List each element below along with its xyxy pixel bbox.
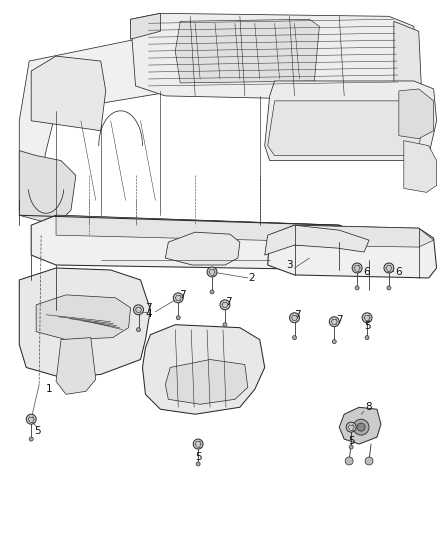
Text: 2: 2 (248, 273, 255, 283)
Circle shape (329, 317, 339, 327)
Text: 6: 6 (396, 267, 402, 277)
Polygon shape (265, 81, 437, 160)
Circle shape (355, 286, 359, 290)
Polygon shape (175, 19, 319, 83)
Circle shape (223, 322, 227, 327)
Text: 6: 6 (364, 267, 371, 277)
Circle shape (293, 336, 297, 340)
Polygon shape (19, 151, 76, 225)
Text: 1: 1 (46, 384, 53, 394)
Circle shape (207, 267, 217, 277)
Polygon shape (268, 101, 424, 156)
Polygon shape (36, 295, 131, 340)
Polygon shape (131, 13, 160, 39)
Text: 7: 7 (336, 314, 343, 325)
Circle shape (349, 445, 353, 449)
Circle shape (362, 313, 372, 322)
Circle shape (387, 286, 391, 290)
Text: 5: 5 (364, 321, 371, 330)
Circle shape (26, 414, 36, 424)
Circle shape (345, 457, 353, 465)
Polygon shape (165, 360, 248, 404)
Circle shape (193, 439, 203, 449)
Text: 7: 7 (145, 303, 152, 313)
Polygon shape (294, 225, 434, 247)
Text: 7: 7 (225, 297, 231, 307)
Polygon shape (339, 407, 381, 444)
Circle shape (353, 419, 369, 435)
Text: 7: 7 (179, 290, 186, 300)
Text: 5: 5 (348, 436, 354, 446)
Circle shape (196, 462, 200, 466)
Text: 7: 7 (294, 310, 301, 320)
Circle shape (176, 316, 180, 320)
Circle shape (357, 423, 365, 431)
Polygon shape (399, 89, 434, 139)
Text: 8: 8 (366, 402, 372, 412)
Polygon shape (19, 31, 195, 215)
Circle shape (332, 340, 336, 344)
Polygon shape (165, 232, 240, 265)
Circle shape (365, 457, 373, 465)
Circle shape (210, 290, 214, 294)
Circle shape (29, 437, 33, 441)
Circle shape (134, 305, 144, 315)
Text: 5: 5 (195, 452, 201, 462)
Polygon shape (31, 56, 106, 131)
Polygon shape (394, 21, 424, 146)
Text: 5: 5 (34, 426, 40, 436)
Text: 3: 3 (286, 260, 293, 270)
Circle shape (352, 263, 362, 273)
Polygon shape (131, 13, 419, 101)
Circle shape (173, 293, 183, 303)
Polygon shape (19, 268, 150, 377)
Circle shape (365, 336, 369, 340)
Polygon shape (268, 225, 437, 278)
Circle shape (384, 263, 394, 273)
Polygon shape (56, 337, 96, 394)
Polygon shape (265, 225, 369, 255)
Polygon shape (404, 141, 437, 192)
Circle shape (290, 313, 300, 322)
Polygon shape (31, 215, 374, 270)
Circle shape (137, 328, 141, 332)
Polygon shape (142, 325, 265, 414)
Circle shape (346, 422, 356, 432)
Text: 4: 4 (145, 309, 152, 319)
Circle shape (220, 300, 230, 310)
Polygon shape (56, 215, 354, 242)
